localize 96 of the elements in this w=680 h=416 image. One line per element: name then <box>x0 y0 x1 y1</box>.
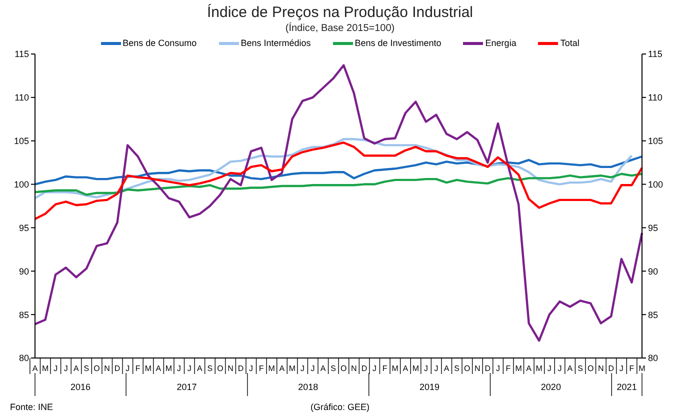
x-tick-label: S <box>578 364 583 373</box>
x-tick-label: A <box>32 364 38 373</box>
x-tick-label: N <box>104 364 110 373</box>
x-tick-label: J <box>372 364 377 373</box>
y2-tick-label: 90 <box>648 266 658 276</box>
x-tick-label: A <box>444 364 450 373</box>
x-tick-label: M <box>515 364 522 373</box>
x-tick-label: J <box>177 364 182 373</box>
x-tick-label: O <box>94 364 100 373</box>
x-tick-label: M <box>638 364 646 373</box>
x-tick-label: M <box>288 364 296 373</box>
chart-title: Índice de Preços na Produção Industrial <box>206 4 474 21</box>
x-tick-label: D <box>484 364 491 373</box>
y-tick-label: 90 <box>18 266 29 276</box>
x-tick-label: O <box>587 364 594 373</box>
legend-label: Total <box>560 38 580 48</box>
line-series <box>34 64 644 342</box>
x-tick-label: M <box>412 364 420 373</box>
x-tick-label: M <box>536 364 543 373</box>
x-tick-label: J <box>300 364 304 373</box>
y2-tick-label: 85 <box>648 310 658 320</box>
x-tick-label: J <box>126 364 130 373</box>
y2-tick-label: 100 <box>648 179 664 190</box>
text: 2016 <box>70 382 91 392</box>
x-tick-label: J <box>424 364 428 373</box>
x-tick-label: A <box>196 364 203 373</box>
x-tick-label: A <box>402 364 409 373</box>
x-tick-label: D <box>361 364 368 373</box>
x-tick-label: N <box>228 364 234 373</box>
x-tick-label: M <box>268 364 276 373</box>
legend-label: Bens de Investimento <box>354 38 442 48</box>
x-tick-label: M <box>144 364 152 373</box>
x-tick-label: J <box>187 364 192 373</box>
y-tick-label: 105 <box>14 136 29 146</box>
line-series <box>34 172 644 196</box>
x-tick-label: S <box>84 364 90 373</box>
x-tick-label: O <box>464 364 470 373</box>
y2-tick-label: 110 <box>648 92 662 103</box>
y-tick-label: 110 <box>14 92 29 103</box>
x-tick-label: M <box>165 364 172 373</box>
chart-subtitle: (Índice, Base 2015=100) <box>284 23 396 34</box>
x-tick-label: D <box>608 364 614 373</box>
y2-tick-label: 95 <box>648 222 658 233</box>
x-tick-label: O <box>217 364 224 373</box>
legend-label: Energia <box>485 38 516 48</box>
x-tick-label: J <box>64 364 68 373</box>
x-tick-label: F <box>506 364 511 373</box>
x-tick-label: S <box>330 364 336 373</box>
x-tick-label: N <box>474 364 480 373</box>
x-tick-label: A <box>320 364 326 373</box>
y-tick-label: 95 <box>18 222 29 233</box>
x-tick-label: F <box>382 364 388 373</box>
text: 2018 <box>298 382 318 392</box>
legend-label: Bens Intermédios <box>240 38 311 48</box>
x-tick-label: F <box>258 364 264 373</box>
x-tick-label: A <box>156 364 162 373</box>
x-tick-label: M <box>392 364 399 373</box>
y2-tick-label: 80 <box>648 353 658 364</box>
x-tick-label: S <box>207 364 213 373</box>
line-series <box>34 141 644 220</box>
x-tick-label: M <box>42 364 49 373</box>
x-tick-label: O <box>340 364 347 373</box>
text: 2019 <box>420 382 440 392</box>
text: 2021 <box>616 382 637 392</box>
x-tick-label: J <box>547 364 552 373</box>
x-tick-label: J <box>310 364 315 373</box>
y2-tick-label: 105 <box>648 136 664 146</box>
x-tick-label: A <box>526 364 532 373</box>
x-tick-label: N <box>598 364 604 373</box>
x-tick-label: F <box>629 364 634 373</box>
y-tick-label: 100 <box>14 179 29 190</box>
source-note: Fonte: INE <box>10 402 54 412</box>
x-tick-label: A <box>567 364 574 373</box>
x-tick-label: D <box>114 364 120 373</box>
x-tick-label: J <box>496 364 500 373</box>
x-tick-label: J <box>54 364 58 373</box>
x-tick-label: J <box>619 364 624 373</box>
text: (Gráfico: GEE) <box>310 402 370 412</box>
x-tick-label: J <box>558 364 562 373</box>
x-tick-label: J <box>249 364 254 373</box>
x-tick-label: F <box>135 364 140 373</box>
legend-label: Bens de Consumo <box>122 38 197 48</box>
x-tick-label: A <box>279 364 286 373</box>
y-tick-label: 85 <box>18 310 29 320</box>
text: 2017 <box>176 382 197 392</box>
line-series <box>34 138 633 200</box>
x-tick-label: J <box>434 364 438 373</box>
x-tick-label: N <box>351 364 358 373</box>
y2-tick-label: 115 <box>648 49 662 60</box>
y-tick-label: 80 <box>18 353 29 364</box>
line-series <box>34 155 644 186</box>
x-tick-label: A <box>73 364 80 373</box>
y-tick-label: 115 <box>14 49 29 60</box>
x-tick-label: S <box>454 364 460 373</box>
x-tick-label: D <box>238 364 244 373</box>
text: 2020 <box>540 382 561 392</box>
